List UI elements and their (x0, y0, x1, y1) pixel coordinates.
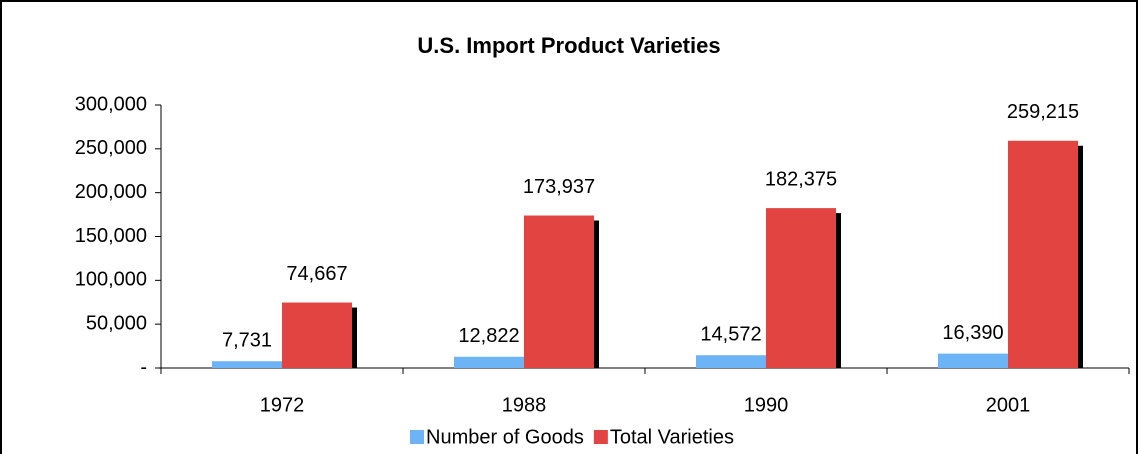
bar (1008, 140, 1078, 368)
y-tick-label: 50,000 (86, 312, 147, 334)
x-tick-label: 1990 (744, 394, 789, 416)
y-tick-label: 150,000 (75, 225, 147, 247)
x-tick-label: 2001 (986, 394, 1031, 416)
y-tick-label: 250,000 (75, 137, 147, 159)
bar (212, 361, 282, 368)
bar (282, 302, 352, 368)
y-tick-label: - (140, 356, 147, 378)
value-label: 173,937 (523, 176, 595, 198)
value-label: 74,667 (286, 263, 347, 285)
value-label: 182,375 (765, 168, 837, 190)
value-label: 7,731 (222, 330, 272, 352)
bar (766, 208, 836, 368)
y-tick-label: 300,000 (75, 93, 147, 115)
legend-swatch (410, 430, 424, 444)
value-label: 16,390 (942, 322, 1003, 344)
chart-title: U.S. Import Product Varieties (417, 33, 720, 58)
bar (696, 355, 766, 368)
value-label: 12,822 (458, 325, 519, 347)
bar (938, 353, 1008, 368)
value-label: 259,215 (1007, 101, 1079, 123)
x-tick-label: 1988 (502, 394, 547, 416)
y-tick-label: 200,000 (75, 181, 147, 203)
legend-swatch (593, 430, 608, 444)
bar (454, 356, 524, 368)
x-tick-label: 1972 (260, 394, 305, 416)
legend-label: Total Varieties (610, 426, 734, 448)
legend-label: Number of Goods (426, 426, 584, 448)
value-label: 14,572 (700, 324, 761, 346)
y-tick-label: 100,000 (75, 269, 147, 291)
bar (524, 215, 594, 368)
